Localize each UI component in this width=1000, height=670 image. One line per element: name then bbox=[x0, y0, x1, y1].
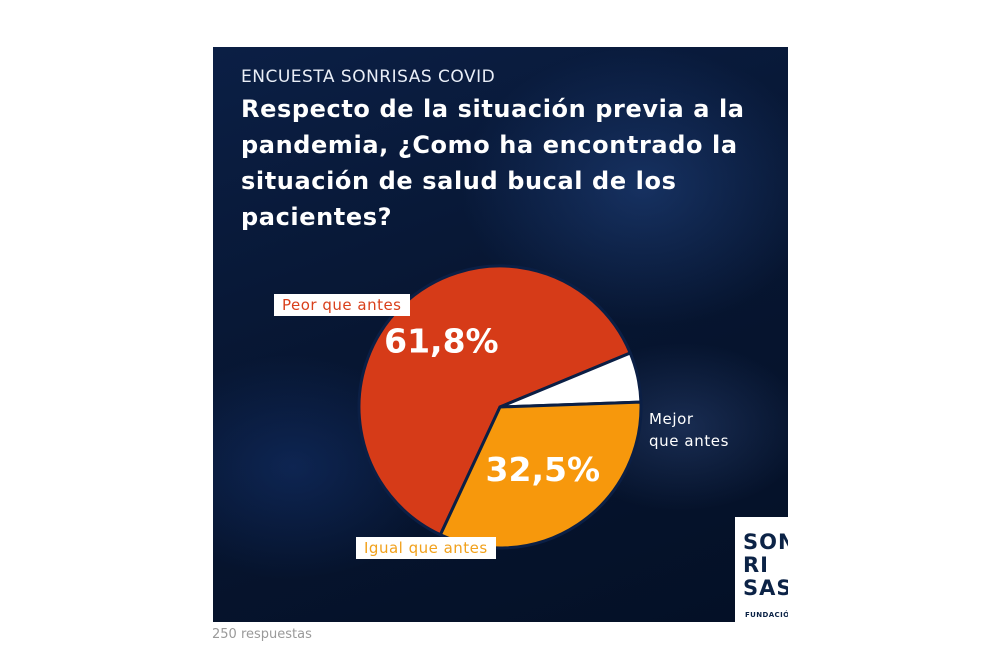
legend-peor-que-antes: Peor que antes bbox=[274, 294, 410, 316]
legend-mejor-line1: Mejor bbox=[649, 410, 694, 428]
pie-value-label-2: 5.7% bbox=[588, 376, 630, 394]
sonrisas-logo: SON RI SAS FUNDACIÓN bbox=[735, 517, 788, 622]
infographic-card: ENCUESTA SONRISAS COVID Respecto de la s… bbox=[213, 47, 788, 622]
logo-line-3: SAS bbox=[743, 576, 788, 600]
pie-chart: 61,8% 5.7% 32,5% bbox=[357, 264, 643, 550]
logo-line-1: SON bbox=[743, 530, 788, 554]
survey-question: Respecto de la situación previa a la pan… bbox=[241, 95, 745, 231]
survey-kicker: ENCUESTA SONRISAS COVID bbox=[241, 67, 496, 87]
logo-wordmark: SON RI SAS bbox=[743, 531, 788, 600]
legend-igual-que-antes: Igual que antes bbox=[356, 537, 496, 559]
legend-mejor-que-antes: Mejor que antes bbox=[649, 408, 729, 452]
pie-value-label-1: 61,8% bbox=[384, 321, 499, 360]
logo-subtitle: FUNDACIÓN bbox=[745, 611, 788, 619]
legend-mejor-line2: que antes bbox=[649, 432, 730, 450]
responses-count: 250 respuestas bbox=[212, 627, 312, 642]
logo-line-2: RI bbox=[743, 553, 769, 577]
pie-value-label-3: 32,5% bbox=[486, 450, 601, 489]
